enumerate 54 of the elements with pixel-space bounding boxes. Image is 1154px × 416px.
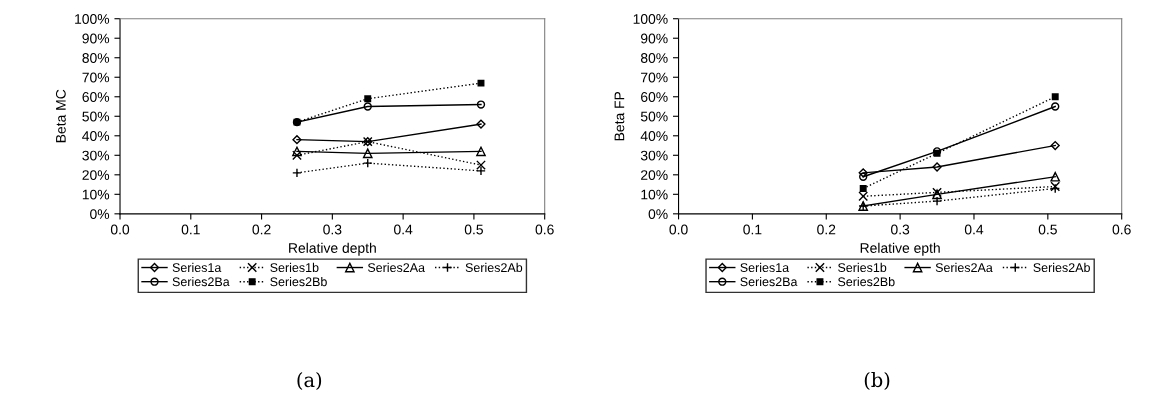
- legend-label: Series1b: [838, 262, 887, 273]
- y-axis-title: Beta MC: [55, 89, 66, 143]
- x-tick-label: 0.5: [1038, 224, 1057, 235]
- y-tick-label: 0%: [90, 209, 110, 219]
- x-tick-label: 0.1: [743, 224, 762, 235]
- legend-label: Series1b: [270, 262, 319, 273]
- y-tick-label: 50%: [82, 111, 110, 122]
- x-axis-title: Relative depth: [289, 242, 376, 256]
- x-tick-label: 0.2: [817, 224, 836, 235]
- x-tick-label: 0.0: [669, 224, 688, 235]
- x-tick-label: 0.6: [1112, 224, 1131, 235]
- legend-label: Series2Ba: [740, 277, 798, 287]
- y-tick-label: 70%: [82, 72, 110, 83]
- legend-label: Series1a: [740, 262, 790, 273]
- x-tick-label: 0.1: [181, 224, 200, 235]
- y-tick-label: 100%: [75, 14, 110, 24]
- legend-label: Series2Aa: [935, 262, 993, 273]
- legend-label: Series1a: [172, 262, 222, 273]
- y-tick-label: 30%: [82, 150, 110, 161]
- y-tick-label: 70%: [641, 72, 668, 83]
- text: (b): [864, 372, 890, 390]
- x-tick-label: 0.5: [464, 224, 483, 235]
- y-tick-label: 90%: [82, 33, 110, 44]
- x-tick-label: 0.2: [252, 224, 271, 235]
- y-tick-label: 20%: [82, 170, 110, 180]
- y-tick-label: 40%: [640, 131, 668, 141]
- text: (a): [297, 372, 322, 390]
- legend-label: Series2Bb: [270, 277, 327, 287]
- x-tick-label: 0.6: [535, 224, 554, 235]
- legend-label: Series2Ba: [172, 277, 230, 287]
- y-tick-label: 0%: [648, 209, 668, 219]
- y-tick-label: 30%: [640, 150, 668, 161]
- legend-label: Series2Ab: [1033, 262, 1090, 273]
- x-tick-label: 0.3: [891, 224, 910, 235]
- y-axis-title: Beta FP: [614, 91, 625, 141]
- y-tick-label: 50%: [640, 111, 668, 122]
- y-tick-label: 80%: [82, 53, 110, 63]
- x-tick-label: 0.4: [394, 224, 413, 235]
- x-tick-label: 0.3: [323, 224, 342, 235]
- legend-label: Series2Ab: [465, 262, 523, 273]
- y-tick-label: 40%: [82, 131, 110, 141]
- x-axis-title: Relative epth: [860, 242, 940, 256]
- x-tick-label: 0.0: [110, 224, 130, 235]
- y-tick-label: 20%: [641, 170, 668, 180]
- x-tick-label: 0.4: [964, 224, 984, 235]
- y-tick-label: 10%: [82, 189, 110, 200]
- y-tick-label: 80%: [640, 53, 668, 63]
- legend-label: Series2Bb: [838, 277, 895, 287]
- y-tick-label: 90%: [640, 33, 668, 44]
- y-tick-label: 100%: [633, 14, 668, 24]
- y-tick-label: 60%: [82, 92, 110, 102]
- legend-label: Series2Aa: [367, 262, 426, 273]
- y-tick-label: 10%: [641, 189, 668, 200]
- y-tick-label: 60%: [641, 92, 668, 102]
